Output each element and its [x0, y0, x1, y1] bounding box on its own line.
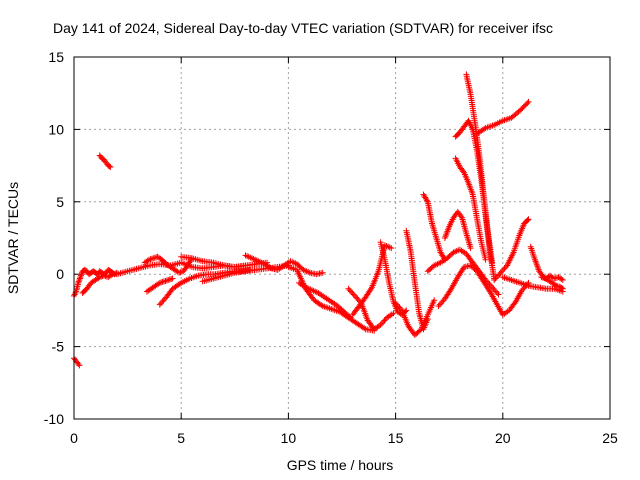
data-marker-path	[242, 252, 326, 278]
data-marker-path	[491, 216, 532, 283]
data-marker-path	[499, 274, 566, 295]
x-tick-label: 20	[495, 430, 511, 446]
series-arc-m	[296, 279, 354, 321]
series-arc-r	[403, 227, 431, 333]
data-marker-path	[435, 262, 532, 318]
x-tick-label: 0	[70, 430, 78, 446]
tick-labels: 0 5 10 15 20 25 -10 -5 0 5 10 15	[44, 49, 618, 446]
series-arc-k	[242, 252, 326, 278]
series-arc-v	[441, 208, 474, 252]
y-tick-label: -5	[52, 339, 65, 355]
y-tick-label: 0	[56, 266, 64, 282]
y-tick-label: -10	[44, 411, 64, 427]
data-marker-path	[463, 71, 496, 266]
data-marker-path	[96, 152, 114, 170]
x-tick-label: 5	[177, 430, 185, 446]
x-tick-label: 10	[281, 430, 297, 446]
y-tick-label: 15	[48, 49, 64, 65]
series-arc-d	[79, 271, 116, 296]
data-marker-path	[345, 285, 397, 333]
series-arc-aa	[491, 216, 532, 283]
y-axis-label: SDTVAR / TECUs	[5, 182, 21, 294]
series-arc-w	[452, 155, 489, 263]
data-marker-path	[420, 191, 448, 263]
x-tick-label: 25	[602, 430, 618, 446]
series-arc-n	[345, 285, 397, 333]
series-arc-ad	[538, 272, 566, 283]
x-axis-label: GPS time / hours	[287, 457, 394, 473]
series-arc-f	[141, 253, 195, 276]
data-marker-path	[452, 155, 489, 263]
series-arc-s	[420, 191, 448, 263]
data-marker-path	[79, 271, 116, 296]
series-arc-c	[96, 152, 114, 170]
data-points	[71, 71, 566, 369]
series-arc-z	[474, 98, 532, 137]
series-arc-g	[143, 275, 176, 295]
data-marker-path	[474, 98, 532, 137]
grid-lines	[74, 57, 610, 419]
data-marker-path	[377, 239, 410, 318]
series-arc-ab	[499, 274, 566, 295]
series-arc-y	[463, 71, 496, 266]
data-marker-path	[296, 279, 354, 321]
series-arc-u	[435, 262, 532, 318]
x-tick-label: 15	[388, 430, 404, 446]
y-tick-label: 10	[48, 121, 64, 137]
data-marker-path	[538, 272, 566, 283]
plot-frame	[73, 56, 611, 420]
chart-title: Day 141 of 2024, Sidereal Day-to-day VTE…	[53, 20, 553, 36]
data-marker-path	[441, 208, 474, 252]
y-tick-label: 5	[56, 194, 64, 210]
data-marker-path	[403, 227, 431, 333]
data-marker-path	[141, 253, 195, 276]
data-marker-path	[143, 275, 176, 295]
series-arc-p	[377, 239, 410, 318]
